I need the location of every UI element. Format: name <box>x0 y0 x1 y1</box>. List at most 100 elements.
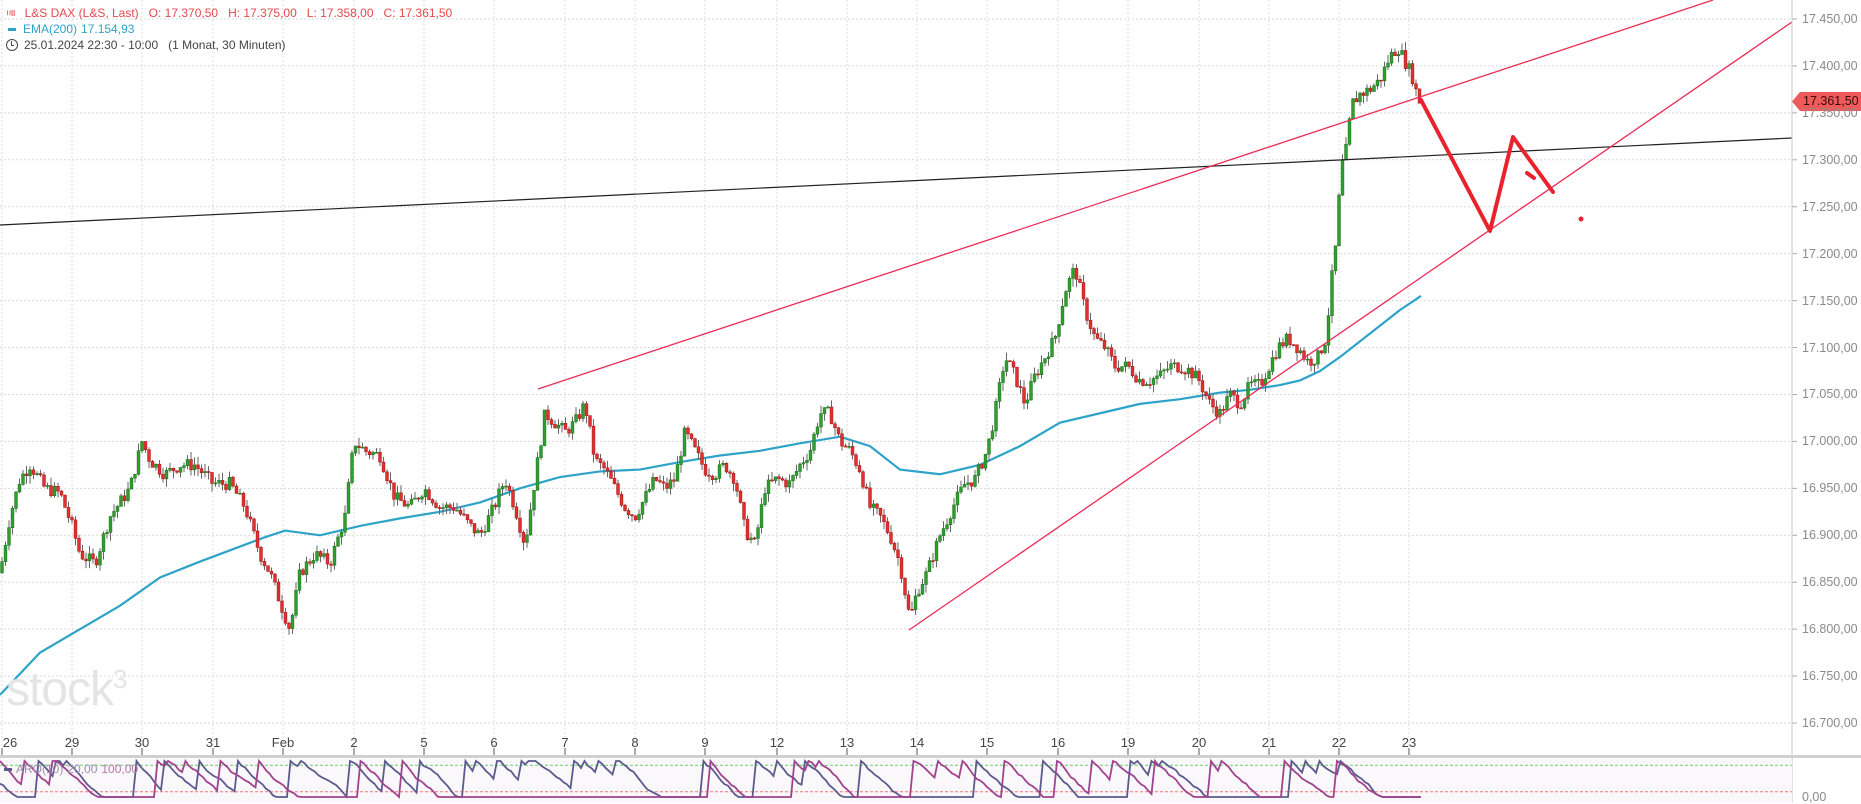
candle-up <box>343 512 347 533</box>
y-axis-label: 17.200,00 <box>1802 246 1858 261</box>
candle-up <box>1340 159 1345 196</box>
candle-down <box>931 560 935 562</box>
candle-up <box>441 507 445 509</box>
candle-down <box>1379 79 1383 82</box>
candle-down <box>1116 367 1121 372</box>
candle-up <box>178 467 183 473</box>
candle-up <box>168 467 172 471</box>
candle-up <box>525 534 529 543</box>
candle-down <box>1221 409 1226 411</box>
candle-down <box>392 482 396 500</box>
x-axis-label: 22 <box>1331 735 1347 750</box>
candle-up <box>1330 270 1334 316</box>
candle-down <box>777 476 781 479</box>
candle-up <box>290 614 295 629</box>
candle-up <box>315 551 319 561</box>
candle-down <box>693 438 697 448</box>
candle-down <box>66 507 71 518</box>
candle-up <box>759 504 764 528</box>
candle-down <box>1274 357 1278 359</box>
candle-down <box>861 471 865 488</box>
candle-up <box>455 509 459 512</box>
candle-down <box>143 441 148 451</box>
candle-down <box>710 475 715 480</box>
candle-up <box>108 516 113 533</box>
candle-down <box>1393 51 1397 57</box>
candle-down <box>1141 379 1145 386</box>
candle-down <box>465 514 470 521</box>
candle-up <box>1001 371 1005 383</box>
candle-down <box>1291 344 1296 346</box>
close-value: C: 17.361,50 <box>383 6 453 20</box>
resistance-line <box>0 137 1793 226</box>
candle-up <box>119 495 123 507</box>
candle-up <box>1172 362 1177 365</box>
aroon-legend[interactable]: ARO(10) 20,00 100,00 <box>4 762 138 776</box>
candle-down <box>1368 87 1373 92</box>
candle-down <box>591 425 596 455</box>
candle-down <box>906 594 911 610</box>
candle-down <box>262 561 267 567</box>
candle-down <box>1036 373 1040 376</box>
candle-down <box>703 464 708 476</box>
chart-legend: ᱿ıı L&S DAX (L&S, Last) O: 17.370,50 H: … <box>6 5 458 53</box>
candle-up <box>570 421 575 434</box>
x-axis-label: 13 <box>839 735 855 750</box>
candle-down <box>616 483 620 495</box>
candle-down <box>1085 298 1089 321</box>
candle-down <box>745 518 750 541</box>
candle-down <box>402 500 407 507</box>
y-axis-label: 17.300,00 <box>1802 152 1858 167</box>
candle-up <box>1351 98 1355 119</box>
candle-up <box>556 424 561 429</box>
candle-down <box>325 553 330 565</box>
candle-up <box>1396 54 1401 57</box>
candle-down <box>385 471 389 481</box>
ema-line <box>0 295 1422 696</box>
ema-row[interactable]: EMA(200) 17.154,93 <box>6 21 458 37</box>
panel-divider <box>0 755 1861 758</box>
candle-up <box>1333 245 1338 272</box>
candle-down <box>1319 350 1324 354</box>
candle-up <box>115 506 120 512</box>
open-value: O: 17.370,50 <box>148 6 219 20</box>
candle-up <box>766 479 771 494</box>
x-axis-label: Feb <box>271 735 295 750</box>
candle-down <box>472 523 477 534</box>
candle-up <box>238 492 242 495</box>
candle-down <box>273 573 277 583</box>
x-axis-label: 20 <box>1191 735 1207 750</box>
x-axis-label: 30 <box>134 735 150 750</box>
candle-up <box>938 535 942 542</box>
candle-down <box>507 485 512 491</box>
candle-down <box>521 532 526 543</box>
projection-path <box>1419 98 1555 233</box>
candle-down <box>1134 375 1138 383</box>
candle-down <box>1081 282 1086 300</box>
candle-down <box>63 494 67 508</box>
timerange-row[interactable]: 25.01.2024 22:30 - 10:00 (1 Monat, 30 Mi… <box>6 37 458 53</box>
candle-up <box>1372 85 1376 92</box>
x-axis-label: 21 <box>1261 735 1277 750</box>
candle-down <box>1190 367 1194 379</box>
y-axis-label: 17.000,00 <box>1802 434 1858 449</box>
x-axis-label: 5 <box>420 735 428 750</box>
candle-down <box>364 446 368 452</box>
trendline-drawings[interactable] <box>0 0 1793 631</box>
candle-up <box>1323 344 1327 354</box>
candle-down <box>854 454 858 466</box>
candle-down <box>493 504 498 508</box>
candle-up <box>1039 362 1044 376</box>
candle-up <box>1053 335 1058 339</box>
candle-down <box>91 553 95 560</box>
candle-up <box>637 514 641 521</box>
candle-down <box>234 485 239 494</box>
instrument-name[interactable]: L&S DAX (L&S, Last) <box>24 6 139 20</box>
candle-up <box>532 490 536 511</box>
candle-down <box>1214 406 1219 417</box>
candle-up <box>934 540 939 562</box>
candle-up <box>14 491 18 509</box>
candle-down <box>1281 342 1285 347</box>
candle-down <box>833 423 837 429</box>
